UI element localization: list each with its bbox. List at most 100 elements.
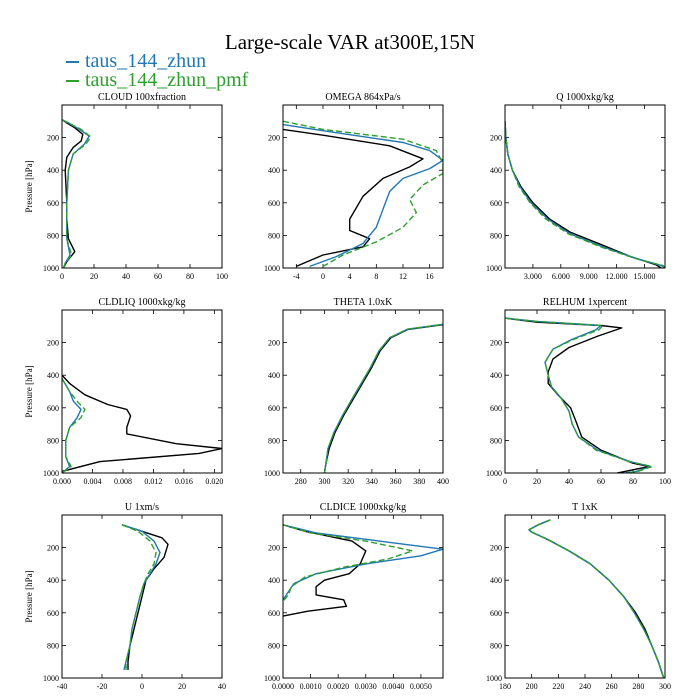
subplot-5: THETA 1.0xK 200 400 600 800 1000 280 300 320 340 3… [264, 297, 449, 486]
plot-frame [504, 309, 666, 474]
plot-frame [282, 104, 444, 269]
x-tick-label: 0.012 [144, 477, 162, 486]
x-tick-label: 3.000 [524, 272, 542, 281]
y-tick-label: 400 [268, 166, 280, 175]
x-tick-label: 0.0050 [410, 682, 432, 691]
x-tick-label: 0.0020 [327, 682, 349, 691]
x-tick-label: 40 [218, 682, 226, 691]
x-tick-label: 0 [321, 272, 325, 281]
series-group [323, 323, 443, 473]
x-tick-label: 300 [318, 477, 330, 486]
series-group [283, 524, 443, 617]
plot-frame [61, 514, 223, 679]
subplot-7: U 1xm/s 200 400 600 800 1000-40 -20 0 20 40 Pressu… [24, 502, 226, 691]
x-tick-label: 16 [426, 272, 434, 281]
series-group [528, 519, 665, 678]
y-axis-label: Pressure [hPa] [24, 570, 34, 622]
series-line-0 [323, 324, 443, 473]
y-tick-label: 800 [268, 231, 280, 240]
x-tick-label: 0.0010 [300, 682, 322, 691]
series-line-1 [505, 121, 665, 268]
x-tick-label: 0.0000 [272, 682, 294, 691]
x-tick-label: 220 [552, 682, 564, 691]
y-tick-label: 600 [268, 199, 280, 208]
x-tick-label: 20 [90, 272, 98, 281]
series-line-1 [528, 519, 665, 678]
series-line-2 [505, 121, 665, 268]
x-tick-label: 4 [348, 272, 352, 281]
subplot-3: Q 1000xkg/kg 200 400 600 800 1000 3.000 6.000 9.… [486, 92, 666, 281]
x-tick-label: 300 [659, 682, 671, 691]
y-tick-label: 400 [490, 371, 502, 380]
legend-label-zhun: taus_144_zhun [85, 50, 207, 72]
y-axis-label: Pressure [hPa] [24, 365, 34, 417]
series-line-0 [505, 121, 662, 268]
x-tick-label: 12.000 [606, 272, 628, 281]
x-tick-label: 0 [503, 477, 507, 486]
series-line-2 [528, 519, 665, 678]
series-line-0 [283, 128, 424, 268]
y-tick-label: 1000 [264, 264, 280, 273]
y-tick-label: 200 [268, 544, 280, 553]
x-tick-label: 0.016 [175, 477, 193, 486]
plot-frame [61, 104, 223, 269]
subplot-title: CLOUD 100xfraction [98, 92, 186, 103]
y-tick-label: 1000 [43, 674, 59, 683]
x-tick-label: 320 [342, 477, 354, 486]
x-tick-label: 60 [154, 272, 162, 281]
x-tick-label: 100 [659, 477, 671, 486]
series-line-0 [505, 317, 650, 473]
series-line-2 [323, 323, 443, 473]
y-tick-label: 800 [490, 231, 502, 240]
series-line-2 [62, 119, 92, 268]
y-tick-label: 600 [47, 404, 59, 413]
series-line-1 [283, 123, 443, 268]
y-tick-label: 800 [490, 436, 502, 445]
legend-entry-zhun: taus_144_zhun [66, 50, 248, 72]
x-tick-label: 15.000 [634, 272, 656, 281]
series-group [505, 121, 665, 268]
y-tick-label: 400 [47, 576, 59, 585]
x-tick-label: 180 [499, 682, 511, 691]
x-tick-label: 280 [632, 682, 644, 691]
x-tick-label: 240 [579, 682, 591, 691]
plot-frame [504, 514, 666, 679]
y-tick-label: 600 [47, 199, 59, 208]
x-tick-label: 400 [437, 477, 449, 486]
x-tick-label: 80 [629, 477, 637, 486]
y-tick-label: 600 [490, 404, 502, 413]
subplot-title: THETA 1.0xK [334, 297, 393, 308]
legend-entry-zhun-pmf: taus_144_zhun_pmf [66, 70, 248, 90]
subplot-title: U 1xm/s [125, 502, 159, 513]
y-tick-label: 1000 [43, 264, 59, 273]
x-tick-label: 40 [122, 272, 130, 281]
y-tick-label: 800 [47, 641, 59, 650]
y-tick-label: 200 [268, 339, 280, 348]
subplot-title: Q 1000xkg/kg [556, 92, 614, 103]
y-tick-label: 600 [268, 609, 280, 618]
y-tick-label: 1000 [43, 469, 59, 478]
y-tick-label: 200 [47, 339, 59, 348]
x-tick-label: 380 [413, 477, 425, 486]
plot-frame [282, 309, 444, 474]
x-tick-label: 0.004 [83, 477, 101, 486]
x-tick-label: 6.000 [552, 272, 570, 281]
series-line-0 [283, 524, 367, 617]
x-tick-label: 8 [374, 272, 378, 281]
x-tick-label: 360 [390, 477, 402, 486]
y-tick-label: 400 [268, 576, 280, 585]
series-line-0 [62, 119, 84, 268]
series-group [62, 119, 92, 268]
series-line-2 [505, 317, 653, 473]
subplot-title: CLDLIQ 1000xkg/kg [99, 297, 186, 308]
x-tick-label: -20 [97, 682, 108, 691]
x-tick-label: 80 [186, 272, 194, 281]
y-tick-label: 600 [490, 609, 502, 618]
subplot-2: OMEGA 864xPa/s 200 400 600 800 1000 -4 0 4 8 12 16 [264, 92, 444, 281]
y-tick-label: 600 [268, 404, 280, 413]
